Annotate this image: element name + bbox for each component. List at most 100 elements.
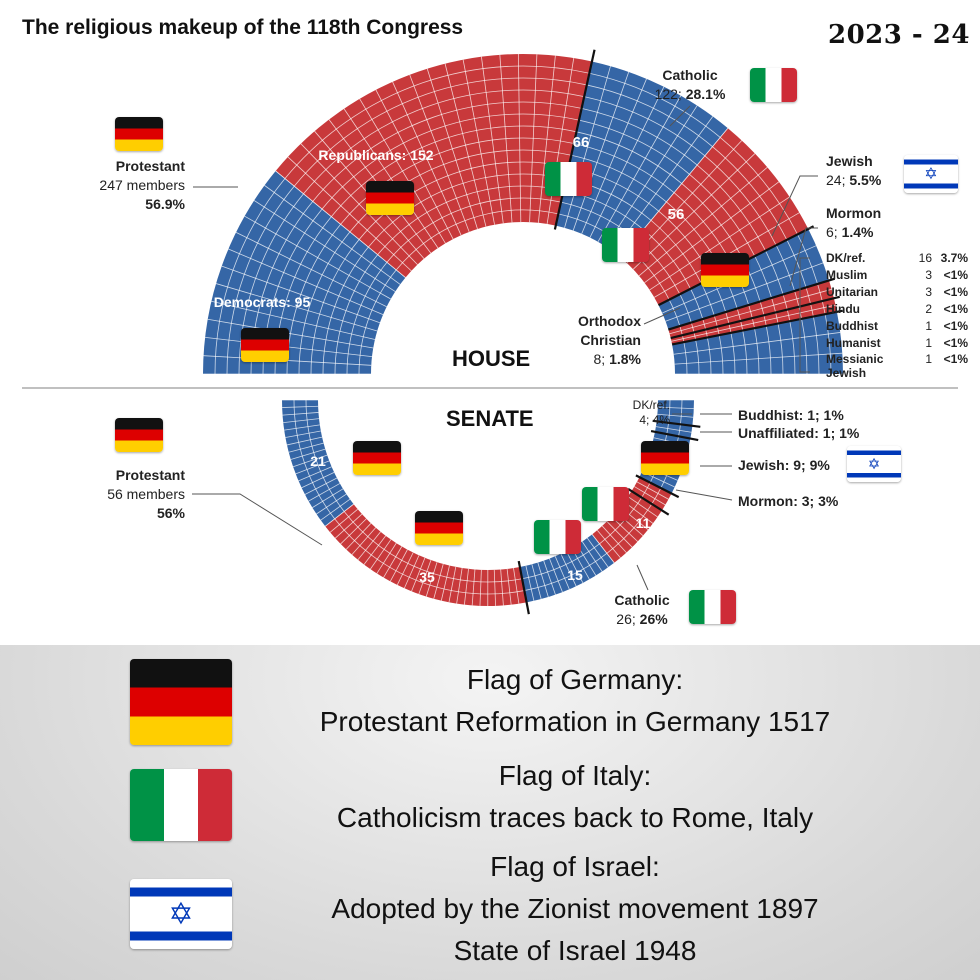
seat-grid-line [632,153,756,270]
seat-grid-line [285,430,321,438]
seat-grid-line [293,77,587,187]
seat-grid-line [597,95,682,242]
seat-grid-line [605,105,698,247]
seat-grid-line [448,566,457,603]
seat-grid-line [418,560,432,595]
seat-grid-line [669,288,832,335]
germany-flag [353,441,401,475]
senate-catholic-leader [636,564,649,591]
seat-grid-line [425,562,438,597]
house-catholic-dem-label: 66 [573,134,590,151]
senate-dem-protestant-arc [282,400,354,527]
senate-dem-protestant-value: 21 [310,453,326,469]
house-catholic-label: Catholic 122; 28.1% [654,67,726,102]
seat-grid-line [312,101,582,202]
seat-grid-line [211,300,376,340]
seat-grid-line [581,541,603,572]
senate-dem-catholic-arc [519,534,615,603]
senate-section-title: SENATE [446,406,534,431]
parliament-chart: Democrats: 95 Republicans: 152 66 56 21 35 15 1… [22,49,958,615]
seat-grid-line [301,472,335,489]
seat-grid-line [655,426,692,433]
seat-grid-line [712,146,788,240]
senate-mormon-label: Mormon: 3; 3% [738,493,839,509]
seat-grid-line [546,57,575,224]
seat-grid-line [586,537,609,568]
seat-grid-line [644,181,780,284]
seat-grid-line [368,173,567,248]
house-republicans-label: Republicans: 152 [318,147,433,163]
seat-grid-line [471,569,476,606]
seat-grid-line [634,486,666,506]
table-row: DK/ref. 16 3.7% [826,251,968,265]
senate-protestant-leader [192,493,323,546]
seat-grid-line [589,86,665,238]
seat-grid-line [581,78,647,234]
table-row: Hindu 2 <1% [826,302,968,316]
table-row: Messianic 1 <1% [826,352,968,366]
senate-rep-protestant-arc [325,504,527,606]
seat-grid-line [253,200,396,292]
israel-flag: ✡ [847,446,901,482]
seat-grid-line [282,412,319,416]
seat-grid-line [304,477,338,495]
seat-grid-line [244,215,391,300]
seat-grid-line [601,525,627,553]
legend-germany-desc: Protestant Reformation in Germany 1517 [319,706,831,737]
seat-grid-line [440,565,450,601]
seat-grid-line [554,556,570,590]
house-religion-divider [668,277,836,331]
seat-grid-line [649,196,790,291]
house-mormon-arc [670,298,837,345]
senate-dem-catholic-value: 15 [567,567,583,583]
seat-grid-line [324,503,354,527]
house-democrats-label: Democrats: 95 [214,294,311,310]
seat-grid-line [321,113,580,210]
senate-buddhist-label: Buddhist: 1; 1% [738,407,844,423]
seat-grid-line [221,265,381,324]
seat-grid-line [392,81,462,236]
table-row: Buddhist 1 <1% [826,319,968,333]
house-mormon-leader [789,227,818,287]
seat-grid-line [671,304,836,342]
seat-grid-line [403,555,420,589]
seat-grid-line [264,185,401,285]
seat-grid-line [638,167,768,277]
senate-unaffiliated-label: Unaffiliated: 1; 1% [738,425,860,441]
seat-grid-line [370,539,392,570]
seat-grid-line [288,442,324,453]
seat-grid-line [215,283,378,332]
seat-grid-line [537,562,549,598]
italy-flag [130,769,232,841]
seat-grid-line [331,125,577,217]
seat-grid-line [517,54,522,223]
legend-israel-desc: Adopted by the Zionist movement 1897 [331,893,819,924]
seat-grid-line [650,220,702,284]
seat-grid-line [295,460,330,475]
seat-grid-line [462,59,495,225]
senate-mormon-leader [675,489,733,501]
seat-grid-line [409,74,470,232]
seat-grid-line [386,197,562,263]
senate-religion-divider [517,560,530,615]
seat-grid-line [351,527,377,555]
house-orthodox-label: Orthodox Christian 8; 1.8% [578,313,641,367]
seat-grid-line [479,569,482,606]
seat-grid-line [531,564,542,600]
seat-grid-line [537,55,556,223]
table-row: Humanist 1 <1% [826,336,968,350]
house-catholic-rep-label: 56 [668,206,685,223]
house-religion-divider [671,309,844,346]
seat-grid-line [481,56,504,224]
seat-grid-line [572,71,630,231]
italy-flag [750,68,797,102]
seat-grid-line [316,493,347,515]
seat-grid-line [357,531,381,560]
seat-grid-line [500,569,504,606]
house-mormon-label: Mormon 6; 1.4% [826,205,882,240]
legend-israel-text: Flag of Israel: Adopted by the Zionist m… [230,846,920,972]
seat-grid-line [312,488,344,508]
germany-flag [415,511,463,545]
seat-grid-line [376,542,397,574]
seat-grid-line [522,543,600,580]
